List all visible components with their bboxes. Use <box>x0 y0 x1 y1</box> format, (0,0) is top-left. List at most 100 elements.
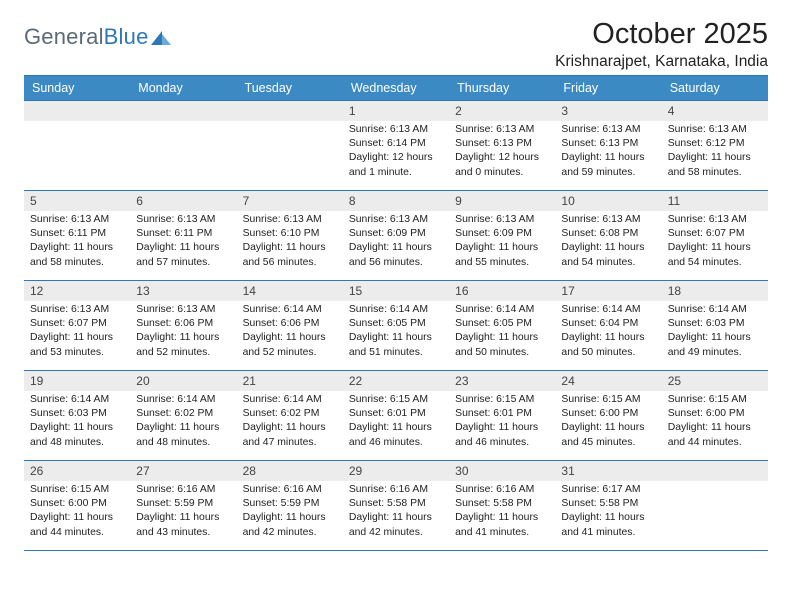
day-details <box>662 481 768 543</box>
day-detail-line: and 52 minutes. <box>243 346 337 360</box>
day-details: Sunrise: 6:14 AMSunset: 6:04 PMDaylight:… <box>555 301 661 363</box>
date-number: 30 <box>449 461 555 481</box>
day-detail-line: Sunset: 5:58 PM <box>561 497 655 511</box>
day-detail-line <box>136 123 230 137</box>
day-detail-line: Daylight: 11 hours <box>136 511 230 525</box>
day-detail-line: Sunrise: 6:14 AM <box>30 393 124 407</box>
day-detail-line: Sunset: 6:08 PM <box>561 227 655 241</box>
day-detail-line: Sunset: 6:03 PM <box>30 407 124 421</box>
day-detail-line: and 58 minutes. <box>30 256 124 270</box>
day-detail-line: Sunrise: 6:13 AM <box>243 213 337 227</box>
calendar-cell: 10Sunrise: 6:13 AMSunset: 6:08 PMDayligh… <box>555 190 661 280</box>
day-details: Sunrise: 6:15 AMSunset: 6:00 PMDaylight:… <box>24 481 130 543</box>
day-details: Sunrise: 6:13 AMSunset: 6:09 PMDaylight:… <box>449 211 555 273</box>
calendar-cell: 3Sunrise: 6:13 AMSunset: 6:13 PMDaylight… <box>555 100 661 190</box>
day-detail-line: Sunrise: 6:15 AM <box>349 393 443 407</box>
day-detail-line: Daylight: 11 hours <box>561 421 655 435</box>
day-detail-line: Sunset: 6:00 PM <box>668 407 762 421</box>
day-detail-line: Daylight: 11 hours <box>243 241 337 255</box>
weekday-tuesday: Tuesday <box>237 76 343 100</box>
day-details: Sunrise: 6:13 AMSunset: 6:13 PMDaylight:… <box>555 121 661 183</box>
day-detail-line: Daylight: 11 hours <box>561 151 655 165</box>
calendar-cell: 15Sunrise: 6:14 AMSunset: 6:05 PMDayligh… <box>343 280 449 370</box>
day-details: Sunrise: 6:13 AMSunset: 6:11 PMDaylight:… <box>24 211 130 273</box>
day-details: Sunrise: 6:14 AMSunset: 6:05 PMDaylight:… <box>449 301 555 363</box>
date-number: 2 <box>449 101 555 121</box>
date-number: 6 <box>130 191 236 211</box>
calendar-cell: 25Sunrise: 6:15 AMSunset: 6:00 PMDayligh… <box>662 370 768 460</box>
day-detail-line: and 44 minutes. <box>30 526 124 540</box>
calendar-cell: 26Sunrise: 6:15 AMSunset: 6:00 PMDayligh… <box>24 460 130 550</box>
date-number <box>662 461 768 481</box>
day-details: Sunrise: 6:16 AMSunset: 5:59 PMDaylight:… <box>237 481 343 543</box>
day-detail-line <box>668 497 762 511</box>
calendar-cell: 9Sunrise: 6:13 AMSunset: 6:09 PMDaylight… <box>449 190 555 280</box>
day-detail-line: Sunrise: 6:13 AM <box>349 123 443 137</box>
day-details <box>237 121 343 183</box>
day-detail-line: Sunrise: 6:13 AM <box>136 213 230 227</box>
date-number: 1 <box>343 101 449 121</box>
day-details: Sunrise: 6:15 AMSunset: 6:00 PMDaylight:… <box>662 391 768 453</box>
calendar-cell: 7Sunrise: 6:13 AMSunset: 6:10 PMDaylight… <box>237 190 343 280</box>
day-details: Sunrise: 6:17 AMSunset: 5:58 PMDaylight:… <box>555 481 661 543</box>
calendar-cell: 24Sunrise: 6:15 AMSunset: 6:00 PMDayligh… <box>555 370 661 460</box>
weekday-thursday: Thursday <box>449 76 555 100</box>
day-detail-line: Sunset: 6:02 PM <box>136 407 230 421</box>
day-detail-line: Sunset: 6:05 PM <box>455 317 549 331</box>
day-details: Sunrise: 6:14 AMSunset: 6:05 PMDaylight:… <box>343 301 449 363</box>
day-details: Sunrise: 6:16 AMSunset: 5:58 PMDaylight:… <box>343 481 449 543</box>
day-detail-line: Daylight: 12 hours <box>455 151 549 165</box>
day-detail-line: Sunrise: 6:15 AM <box>30 483 124 497</box>
day-detail-line: and 54 minutes. <box>668 256 762 270</box>
day-detail-line: Daylight: 11 hours <box>668 241 762 255</box>
day-detail-line: and 49 minutes. <box>668 346 762 360</box>
calendar-grid: 1Sunrise: 6:13 AMSunset: 6:14 PMDaylight… <box>24 100 768 550</box>
day-detail-line: and 44 minutes. <box>668 436 762 450</box>
day-detail-line: Sunset: 6:12 PM <box>668 137 762 151</box>
day-detail-line: and 57 minutes. <box>136 256 230 270</box>
day-detail-line: Sunset: 6:00 PM <box>30 497 124 511</box>
date-number: 7 <box>237 191 343 211</box>
calendar-cell: 5Sunrise: 6:13 AMSunset: 6:11 PMDaylight… <box>24 190 130 280</box>
day-detail-line: Sunset: 6:06 PM <box>243 317 337 331</box>
day-details: Sunrise: 6:15 AMSunset: 6:01 PMDaylight:… <box>343 391 449 453</box>
date-number <box>24 101 130 121</box>
day-detail-line <box>668 511 762 525</box>
calendar-page: GeneralBlue October 2025 Krishnarajpet, … <box>0 0 792 551</box>
day-detail-line: Sunrise: 6:13 AM <box>349 213 443 227</box>
calendar-cell: 23Sunrise: 6:15 AMSunset: 6:01 PMDayligh… <box>449 370 555 460</box>
date-number: 10 <box>555 191 661 211</box>
day-detail-line: and 41 minutes. <box>455 526 549 540</box>
date-number: 26 <box>24 461 130 481</box>
day-detail-line: Sunrise: 6:14 AM <box>455 303 549 317</box>
day-detail-line: Sunset: 6:11 PM <box>30 227 124 241</box>
day-detail-line: Daylight: 11 hours <box>668 331 762 345</box>
date-number: 19 <box>24 371 130 391</box>
day-detail-line: Sunset: 5:58 PM <box>349 497 443 511</box>
day-detail-line: Sunrise: 6:13 AM <box>30 213 124 227</box>
day-detail-line <box>30 137 124 151</box>
date-number: 13 <box>130 281 236 301</box>
day-detail-line: and 59 minutes. <box>561 166 655 180</box>
day-detail-line <box>668 483 762 497</box>
day-detail-line: Daylight: 11 hours <box>349 511 443 525</box>
day-detail-line <box>243 123 337 137</box>
day-detail-line: and 56 minutes. <box>349 256 443 270</box>
day-detail-line: Sunrise: 6:13 AM <box>455 123 549 137</box>
calendar-cell <box>24 100 130 190</box>
day-detail-line: Daylight: 11 hours <box>561 511 655 525</box>
date-number: 25 <box>662 371 768 391</box>
date-number <box>237 101 343 121</box>
day-detail-line: and 55 minutes. <box>455 256 549 270</box>
calendar-cell: 30Sunrise: 6:16 AMSunset: 5:58 PMDayligh… <box>449 460 555 550</box>
day-detail-line: and 45 minutes. <box>561 436 655 450</box>
weekday-header-row: Sunday Monday Tuesday Wednesday Thursday… <box>24 76 768 100</box>
day-detail-line: Sunset: 6:11 PM <box>136 227 230 241</box>
calendar-cell: 2Sunrise: 6:13 AMSunset: 6:13 PMDaylight… <box>449 100 555 190</box>
day-detail-line: Sunset: 6:09 PM <box>455 227 549 241</box>
day-detail-line <box>243 166 337 180</box>
day-detail-line: and 50 minutes. <box>455 346 549 360</box>
day-detail-line: Sunset: 5:58 PM <box>455 497 549 511</box>
calendar-cell: 16Sunrise: 6:14 AMSunset: 6:05 PMDayligh… <box>449 280 555 370</box>
day-detail-line: Sunset: 6:13 PM <box>561 137 655 151</box>
